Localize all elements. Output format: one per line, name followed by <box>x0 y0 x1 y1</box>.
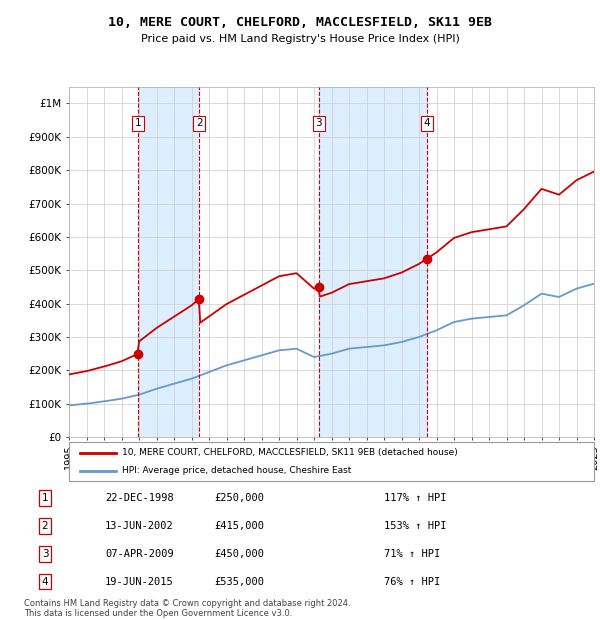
Text: 22-DEC-1998: 22-DEC-1998 <box>105 493 174 503</box>
Text: 3: 3 <box>41 549 49 559</box>
Text: 76% ↑ HPI: 76% ↑ HPI <box>384 577 440 587</box>
Text: 4: 4 <box>41 577 49 587</box>
Text: 19-JUN-2015: 19-JUN-2015 <box>105 577 174 587</box>
Text: 153% ↑ HPI: 153% ↑ HPI <box>384 521 446 531</box>
Text: 1: 1 <box>135 118 142 128</box>
Text: £415,000: £415,000 <box>214 521 264 531</box>
Text: Contains HM Land Registry data © Crown copyright and database right 2024.: Contains HM Land Registry data © Crown c… <box>24 600 350 608</box>
Bar <box>319 87 427 437</box>
Text: 2: 2 <box>196 118 203 128</box>
Text: 1: 1 <box>41 493 49 503</box>
Text: This data is licensed under the Open Government Licence v3.0.: This data is licensed under the Open Gov… <box>24 609 292 618</box>
Text: Price paid vs. HM Land Registry's House Price Index (HPI): Price paid vs. HM Land Registry's House … <box>140 34 460 44</box>
Text: 07-APR-2009: 07-APR-2009 <box>105 549 174 559</box>
Text: 2: 2 <box>41 521 49 531</box>
Text: £535,000: £535,000 <box>214 577 264 587</box>
Text: 117% ↑ HPI: 117% ↑ HPI <box>384 493 446 503</box>
Text: 71% ↑ HPI: 71% ↑ HPI <box>384 549 440 559</box>
Text: HPI: Average price, detached house, Cheshire East: HPI: Average price, detached house, Ches… <box>121 466 351 476</box>
Text: 4: 4 <box>424 118 430 128</box>
Text: 10, MERE COURT, CHELFORD, MACCLESFIELD, SK11 9EB (detached house): 10, MERE COURT, CHELFORD, MACCLESFIELD, … <box>121 448 457 458</box>
Text: 10, MERE COURT, CHELFORD, MACCLESFIELD, SK11 9EB: 10, MERE COURT, CHELFORD, MACCLESFIELD, … <box>108 16 492 29</box>
Text: 13-JUN-2002: 13-JUN-2002 <box>105 521 174 531</box>
Bar <box>139 87 199 437</box>
Text: £450,000: £450,000 <box>214 549 264 559</box>
Text: £250,000: £250,000 <box>214 493 264 503</box>
Text: 3: 3 <box>316 118 322 128</box>
